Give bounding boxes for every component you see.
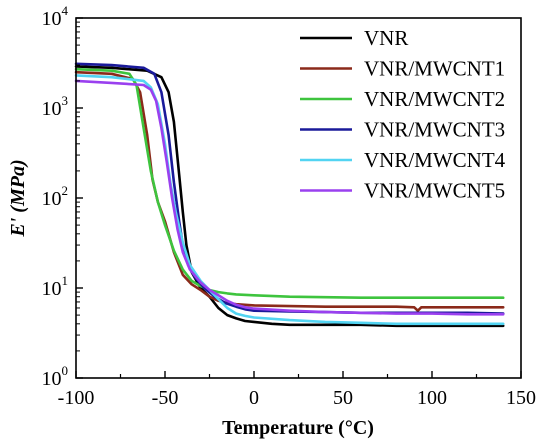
legend-label-0: VNR bbox=[364, 26, 408, 50]
legend-label-5: VNR/MWCNT5 bbox=[364, 179, 505, 203]
legend-label-3: VNR/MWCNT3 bbox=[364, 118, 505, 142]
legend-label-4: VNR/MWCNT4 bbox=[364, 148, 506, 172]
y-tick-label: 103 bbox=[42, 93, 69, 120]
x-axis-title: Temperature (°C) bbox=[222, 417, 374, 439]
series-line-0 bbox=[74, 65, 505, 328]
legend-label-1: VNR/MWCNT1 bbox=[364, 57, 505, 81]
x-tick-label: 50 bbox=[333, 387, 353, 409]
x-tick-label: -50 bbox=[152, 387, 179, 409]
x-tick-label: 100 bbox=[417, 387, 447, 409]
y-tick-label: 101 bbox=[42, 273, 69, 300]
series-line-5 bbox=[74, 79, 505, 316]
x-tick-label: 0 bbox=[249, 387, 259, 409]
ticks-layer: -100 -50 0 50 100 150 100 101 102 103 104 bbox=[42, 3, 537, 409]
y-tick-label: 104 bbox=[42, 3, 69, 30]
legend: VNR VNR/MWCNT1 VNR/MWCNT2 VNR/MWCNT3 VNR/MWC… bbox=[300, 26, 506, 203]
y-tick-label: 100 bbox=[42, 363, 69, 390]
legend-label-2: VNR/MWCNT2 bbox=[364, 87, 505, 111]
x-tick-label: 150 bbox=[506, 387, 536, 409]
y-tick-label: 102 bbox=[42, 183, 69, 210]
series-layer bbox=[74, 62, 505, 328]
x-tick-label: -100 bbox=[58, 387, 95, 409]
y-axis-title: E' (MPa) bbox=[7, 159, 29, 237]
